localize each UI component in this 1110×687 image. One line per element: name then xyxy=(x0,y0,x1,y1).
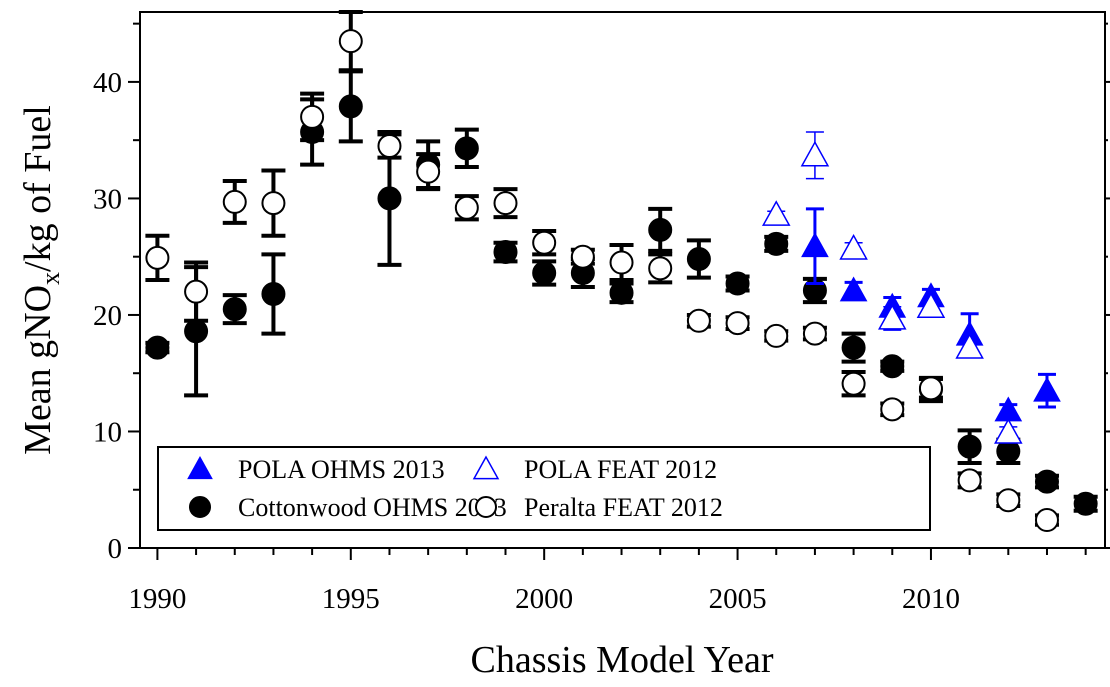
marker xyxy=(839,233,868,260)
marker xyxy=(1034,508,1059,533)
marker xyxy=(996,488,1021,513)
marker xyxy=(377,134,402,158)
marker xyxy=(764,323,789,348)
x-tick-label: 2010 xyxy=(902,583,960,615)
marker xyxy=(609,280,634,305)
marker xyxy=(957,434,982,459)
series xyxy=(145,10,1059,533)
legend-marker xyxy=(189,496,211,518)
marker xyxy=(994,418,1023,444)
marker xyxy=(955,333,984,359)
marker xyxy=(145,245,170,270)
marker xyxy=(454,136,479,161)
marker xyxy=(802,321,827,346)
marker xyxy=(532,230,557,255)
marker xyxy=(957,468,982,493)
x-tick-label: 2005 xyxy=(709,583,767,615)
marker xyxy=(338,29,363,54)
legend-label: Cottonwood OHMS 2013 xyxy=(238,493,507,522)
series xyxy=(761,131,1023,444)
marker xyxy=(454,195,479,220)
marker xyxy=(145,335,170,360)
legend-label: POLA FEAT 2012 xyxy=(524,455,717,484)
y-axis-label: Mean gNOx/kg of Fuel xyxy=(17,105,65,455)
marker xyxy=(686,247,711,272)
x-tick-label: 1990 xyxy=(128,583,186,615)
marker xyxy=(532,261,557,286)
marker xyxy=(877,303,907,330)
marker xyxy=(880,354,905,379)
marker xyxy=(416,159,441,184)
marker xyxy=(222,297,247,322)
marker xyxy=(841,371,866,396)
marker xyxy=(1034,469,1059,494)
marker xyxy=(686,308,711,333)
marker xyxy=(764,231,789,256)
legend-box xyxy=(157,446,931,531)
marker xyxy=(800,140,830,167)
y-axis-label-part: /kg of Fuel xyxy=(17,105,59,272)
x-axis-label: Chassis Model Year xyxy=(471,639,774,681)
marker xyxy=(184,279,209,304)
marker xyxy=(916,292,946,318)
legend-label: POLA OHMS 2013 xyxy=(238,455,445,484)
y-tick-label: 30 xyxy=(93,183,122,215)
marker xyxy=(261,281,286,306)
marker xyxy=(570,244,595,269)
marker xyxy=(1033,376,1061,402)
legend-marker xyxy=(187,455,213,480)
legend-label: Peralta FEAT 2012 xyxy=(524,493,723,522)
marker xyxy=(300,104,325,129)
y-axis-label-part: Mean gNO xyxy=(17,285,59,455)
marker xyxy=(761,200,791,226)
marker xyxy=(493,240,518,265)
marker xyxy=(725,271,750,296)
legend-marker xyxy=(472,455,500,480)
marker xyxy=(918,376,943,401)
marker xyxy=(377,186,402,211)
y-tick-label: 20 xyxy=(93,300,122,332)
y-tick-label: 40 xyxy=(93,67,122,99)
marker xyxy=(994,396,1023,422)
marker xyxy=(648,217,673,242)
marker xyxy=(880,397,905,422)
marker xyxy=(801,232,829,258)
marker xyxy=(609,250,634,275)
marker xyxy=(648,256,673,281)
marker xyxy=(184,319,209,344)
marker xyxy=(493,191,518,216)
marker xyxy=(261,191,286,216)
marker xyxy=(1073,491,1098,516)
x-tick-label: 1995 xyxy=(322,583,380,615)
x-tick-label: 2000 xyxy=(515,583,573,615)
y-axis-label-part: x xyxy=(36,272,65,285)
marker xyxy=(222,189,247,214)
marker xyxy=(725,311,750,336)
legend-marker xyxy=(475,496,497,518)
y-tick-label: 10 xyxy=(93,416,122,448)
marker xyxy=(839,276,868,302)
marker xyxy=(338,94,363,119)
marker xyxy=(841,335,866,360)
y-tick-label: 0 xyxy=(108,533,123,565)
